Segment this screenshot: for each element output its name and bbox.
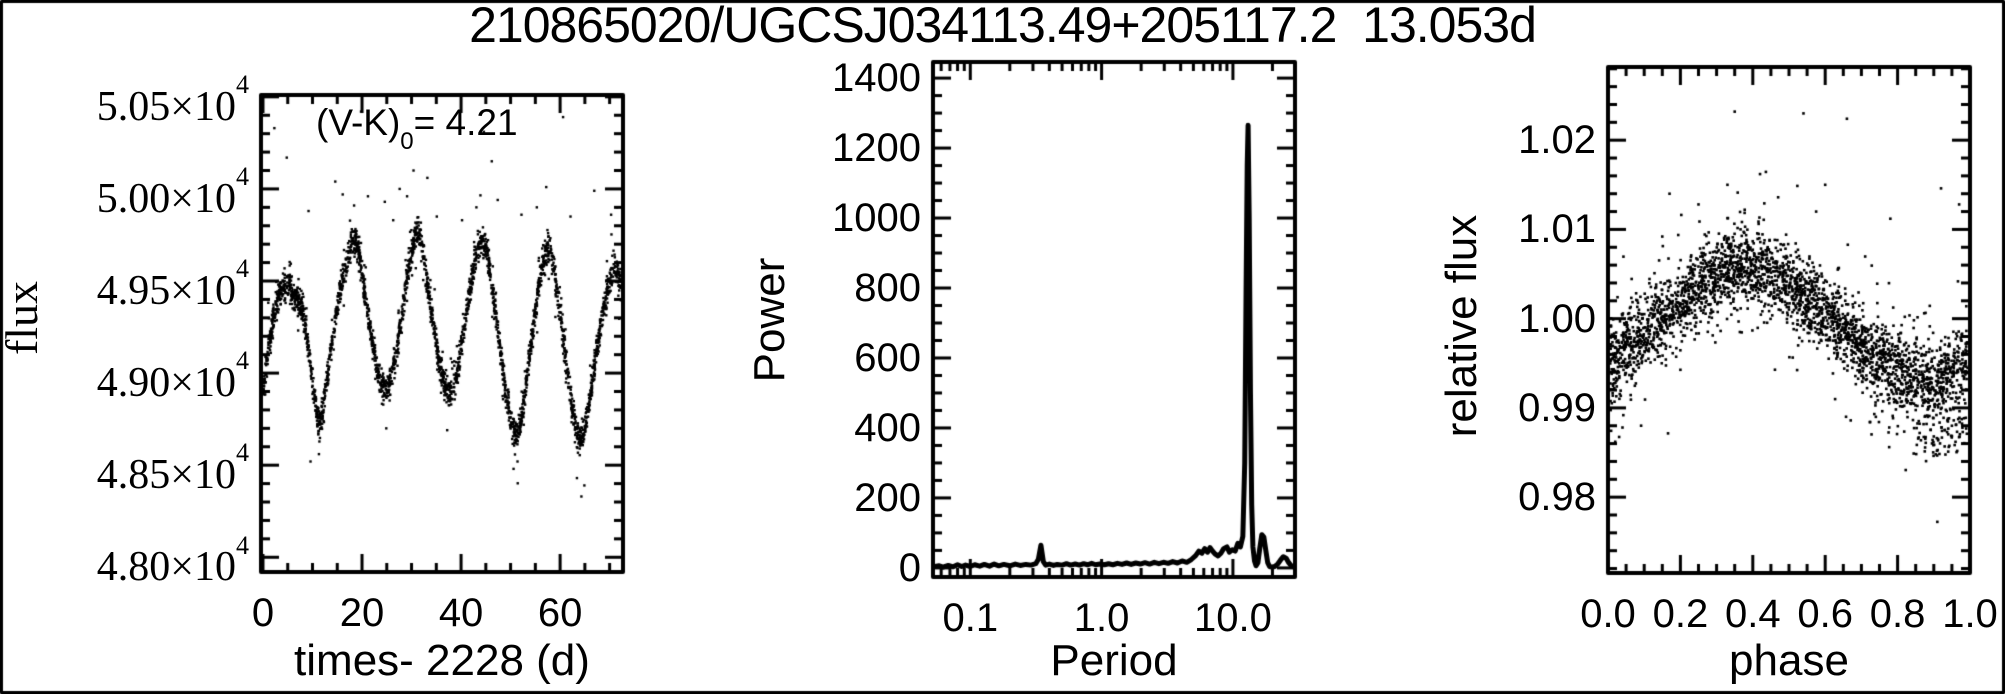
tick-label: 40: [438, 591, 484, 635]
tick-label: 1400: [832, 56, 921, 101]
tick-label: 1.01: [1518, 207, 1596, 252]
tick-label: 1.02: [1518, 118, 1596, 163]
tick-label: 20: [339, 591, 385, 635]
y-axis-label-flux: flux: [0, 280, 47, 356]
tick-label: 400: [854, 405, 921, 450]
tick-label: 5.00×104: [96, 162, 249, 222]
tick-label: 60: [537, 591, 583, 635]
tick-label: 4.90×104: [96, 346, 249, 407]
tick-label: 200: [854, 475, 921, 520]
tick-label: 800: [854, 266, 921, 310]
tick-label: 1.0: [1942, 592, 1998, 636]
tick-label: 0.8: [1869, 592, 1926, 636]
tick-label: 0.4: [1724, 592, 1781, 636]
tick-label: 1000: [832, 196, 921, 241]
annotation-prefix: (V-K): [316, 102, 401, 143]
color-annotation: (V-K)0= 4.21: [316, 102, 518, 155]
tick-label: 0.2: [1652, 592, 1709, 636]
annotation-subscript: 0: [400, 128, 414, 156]
tick-label: 4.85×104: [96, 438, 249, 499]
tick-label: 4.80×104: [96, 530, 249, 591]
figure-title: 210865020/UGCSJ034113.49+205117.2 13.053…: [469, 0, 1537, 53]
tick-label: 0.98: [1518, 475, 1596, 520]
tick-label: 0: [251, 591, 275, 635]
tick-label: 0: [898, 545, 921, 590]
y-axis-label-power: Power: [745, 257, 794, 383]
x-axis-label-times: times- 2228 (d): [294, 636, 590, 685]
tick-label: 1.0: [1073, 596, 1130, 640]
tick-label: 0.6: [1797, 592, 1853, 636]
x-axis-label-period: Period: [1050, 636, 1178, 685]
tick-label: 10.0: [1193, 596, 1272, 640]
y-axis-label-relative-flux: relative flux: [1437, 214, 1486, 438]
x-axis-label-phase: phase: [1729, 636, 1849, 685]
tick-label: 1.00: [1518, 296, 1596, 341]
tick-label: 0.0: [1580, 592, 1636, 636]
tick-label: 0.1: [942, 596, 999, 640]
annotation-value: = 4.21: [413, 102, 518, 143]
tick-label: 600: [854, 335, 921, 380]
tick-label: 4.95×104: [96, 254, 249, 314]
tick-label: 0.99: [1518, 385, 1596, 430]
tick-label: 1200: [832, 126, 921, 171]
tick-label: 5.05×104: [96, 70, 249, 130]
